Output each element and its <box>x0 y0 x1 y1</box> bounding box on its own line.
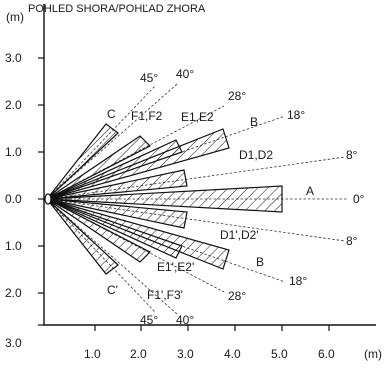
angle-labels: 0° 8° 18° 28° 40° 45° 8° 18° 28° 40° 45° <box>140 67 365 327</box>
zone-label-B-top: B <box>250 115 258 129</box>
angle-label: 18° <box>289 274 307 288</box>
y-tick-label: 2.0 <box>5 286 22 300</box>
diagram-title: POHLED SHORA/POHĽAD ZHORA <box>28 3 206 15</box>
zone-F-top <box>46 135 152 200</box>
zone-A <box>46 185 283 213</box>
zone-E-top <box>46 139 183 200</box>
y-tick-label: 2.0 <box>5 98 22 112</box>
x-tick-label: 5.0 <box>271 347 288 361</box>
angle-label: 40° <box>176 67 194 81</box>
angle-label: 40° <box>176 313 194 327</box>
angle-label: 28° <box>228 89 246 103</box>
zone-labels: A D1,D2 B E1,E2 F1,F2 C D1',D2' B E1',E2… <box>107 107 314 302</box>
y-tick-label: 3.0 <box>5 336 22 350</box>
x-tick-label: 4.0 <box>224 347 241 361</box>
zone-E-bot <box>46 198 183 259</box>
y-tick-label: 1.0 <box>5 145 22 159</box>
angle-label: 45° <box>140 313 158 327</box>
axis-frame <box>43 4 376 326</box>
zone-label-E-top: E1,E2 <box>181 110 214 124</box>
x-tick-label: 6.0 <box>318 347 335 361</box>
zone-label-E-bot: E1',E2' <box>157 260 194 274</box>
x-tick-label: 3.0 <box>177 347 194 361</box>
y-tick-label: 3.0 <box>5 51 22 65</box>
zone-label-F-bot: F1',F3' <box>147 288 183 302</box>
angle-label: 18° <box>287 108 305 122</box>
zone-label-D-top: D1,D2 <box>239 148 273 162</box>
zone-C-top <box>46 123 119 200</box>
angle-label: 8° <box>346 148 358 162</box>
zone-label-C-bot: C' <box>107 283 118 297</box>
y-ticks <box>38 57 44 326</box>
x-ticks <box>94 325 330 331</box>
zone-label-A: A <box>306 184 314 198</box>
zone-C-bot <box>46 198 119 275</box>
zone-D-top <box>46 169 188 200</box>
angle-label: 28° <box>228 289 246 303</box>
y-tick-labels: 3.0 2.0 1.0 0.0 1.0 2.0 3.0 <box>5 51 22 350</box>
zone-label-F-top: F1,F2 <box>131 109 163 123</box>
zone-label-D-bot: D1',D2' <box>220 228 259 242</box>
sensor-origin <box>44 193 52 205</box>
zone-label-B-bot: B <box>256 255 264 269</box>
x-tick-label: 2.0 <box>130 347 147 361</box>
zone-F-bot <box>46 198 152 263</box>
y-axis-unit: (m) <box>6 10 24 24</box>
angle-label: 0° <box>353 192 365 206</box>
angle-label: 45° <box>140 71 158 85</box>
y-tick-label: 1.0 <box>5 239 22 253</box>
x-tick-labels: 1.0 2.0 3.0 4.0 5.0 6.0 <box>84 347 335 361</box>
angle-label: 8° <box>346 234 358 248</box>
zone-D-bot <box>46 198 188 229</box>
detection-zones <box>44 123 283 275</box>
y-tick-label: 0.0 <box>5 192 22 206</box>
zone-label-C-top: C <box>107 107 116 121</box>
x-axis-unit: (m) <box>364 347 382 361</box>
x-tick-label: 1.0 <box>84 347 101 361</box>
